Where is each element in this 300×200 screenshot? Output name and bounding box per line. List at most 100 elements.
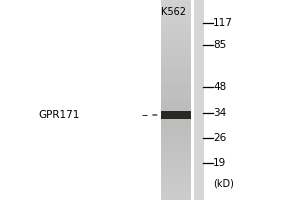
Bar bbox=[160, 24, 190, 26]
Bar bbox=[160, 111, 190, 119]
Bar bbox=[160, 156, 190, 158]
Bar bbox=[160, 40, 190, 42]
Text: 19: 19 bbox=[213, 158, 226, 168]
Bar bbox=[160, 194, 190, 196]
Bar bbox=[160, 122, 190, 124]
Bar bbox=[160, 124, 190, 126]
Bar bbox=[160, 12, 190, 14]
Bar bbox=[160, 160, 190, 162]
Bar bbox=[160, 146, 190, 148]
Bar bbox=[160, 38, 190, 40]
Bar bbox=[160, 64, 190, 66]
Bar bbox=[160, 106, 190, 108]
Bar bbox=[160, 28, 190, 30]
Bar bbox=[160, 52, 190, 54]
Text: 48: 48 bbox=[213, 82, 226, 92]
Bar bbox=[160, 44, 190, 46]
Bar bbox=[160, 174, 190, 176]
Bar bbox=[160, 114, 190, 116]
Bar bbox=[160, 182, 190, 184]
Bar bbox=[160, 66, 190, 68]
Bar bbox=[160, 62, 190, 64]
Bar bbox=[160, 138, 190, 140]
Text: K562: K562 bbox=[161, 7, 187, 17]
Text: 117: 117 bbox=[213, 18, 233, 28]
Text: 34: 34 bbox=[213, 108, 226, 118]
Bar bbox=[160, 144, 190, 146]
Bar bbox=[160, 102, 190, 104]
Bar bbox=[160, 132, 190, 134]
Bar bbox=[160, 42, 190, 44]
Bar bbox=[160, 16, 190, 18]
Bar bbox=[160, 68, 190, 70]
Bar bbox=[160, 82, 190, 84]
Bar bbox=[160, 188, 190, 190]
Bar bbox=[160, 90, 190, 92]
Bar bbox=[190, 0, 194, 200]
Bar bbox=[160, 158, 190, 160]
Bar bbox=[160, 36, 190, 38]
Bar bbox=[160, 162, 190, 164]
Bar bbox=[160, 4, 190, 6]
Bar bbox=[160, 184, 190, 186]
Bar bbox=[160, 86, 190, 88]
Text: --: -- bbox=[142, 110, 148, 120]
Text: GPR171: GPR171 bbox=[38, 110, 80, 120]
Bar bbox=[160, 70, 190, 72]
Bar bbox=[160, 6, 190, 8]
Bar bbox=[160, 192, 190, 194]
Bar bbox=[160, 30, 190, 32]
Bar bbox=[160, 84, 190, 86]
Bar bbox=[160, 140, 190, 142]
Bar bbox=[160, 104, 190, 106]
Bar bbox=[160, 8, 190, 10]
Bar bbox=[160, 10, 190, 12]
Bar bbox=[160, 0, 190, 2]
Bar bbox=[194, 0, 204, 200]
Bar bbox=[160, 58, 190, 60]
Bar bbox=[160, 164, 190, 166]
Bar bbox=[160, 120, 190, 122]
Bar bbox=[160, 180, 190, 182]
Bar bbox=[160, 176, 190, 178]
Text: 85: 85 bbox=[213, 40, 226, 50]
Bar bbox=[160, 110, 190, 112]
Bar bbox=[160, 190, 190, 192]
Bar bbox=[160, 100, 190, 102]
Text: 26: 26 bbox=[213, 133, 226, 143]
Bar bbox=[160, 96, 190, 98]
Bar bbox=[160, 196, 190, 198]
Bar bbox=[160, 172, 190, 174]
Bar bbox=[160, 26, 190, 28]
Bar bbox=[160, 50, 190, 52]
Bar bbox=[160, 126, 190, 128]
Bar bbox=[160, 14, 190, 16]
Bar bbox=[160, 178, 190, 180]
Bar bbox=[160, 20, 190, 22]
Bar bbox=[160, 154, 190, 156]
Bar bbox=[160, 48, 190, 50]
Bar bbox=[160, 128, 190, 130]
Bar bbox=[160, 60, 190, 62]
Bar bbox=[160, 118, 190, 120]
Bar bbox=[160, 72, 190, 74]
Bar bbox=[160, 168, 190, 170]
Bar bbox=[160, 142, 190, 144]
Bar bbox=[160, 116, 190, 118]
Bar bbox=[160, 32, 190, 34]
Bar bbox=[160, 112, 190, 114]
Bar bbox=[160, 80, 190, 82]
Bar bbox=[160, 186, 190, 188]
Bar bbox=[160, 92, 190, 94]
Text: (kD): (kD) bbox=[213, 178, 234, 188]
Bar bbox=[160, 2, 190, 4]
Bar bbox=[160, 130, 190, 132]
Bar bbox=[160, 148, 190, 150]
Bar bbox=[160, 56, 190, 58]
Bar bbox=[160, 94, 190, 96]
Bar bbox=[160, 136, 190, 138]
Bar bbox=[160, 170, 190, 172]
Bar bbox=[160, 198, 190, 200]
Bar bbox=[160, 78, 190, 80]
Bar bbox=[160, 108, 190, 110]
